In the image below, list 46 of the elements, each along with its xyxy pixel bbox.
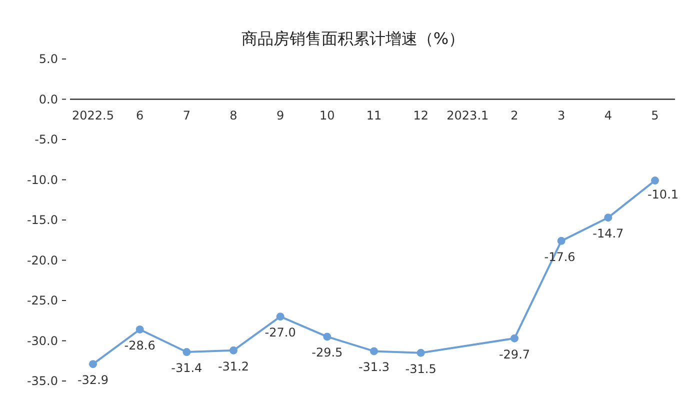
x-tick-label: 4 (604, 108, 612, 122)
point (604, 214, 612, 222)
point (651, 176, 659, 185)
x-tick-label: 2023.1 (446, 108, 489, 122)
x-tick-label: 11 (366, 108, 382, 122)
chart-title: 商品房销售面积累计增速（%） (241, 29, 465, 48)
data-label: -32.9 (77, 373, 109, 388)
data-label: -14.7 (592, 226, 624, 241)
x-tick-label: 2 (510, 108, 518, 122)
y-tick-label: -10.0 (26, 172, 58, 187)
x-tick-label: 2022.5 (72, 108, 114, 122)
data-label: -31.2 (218, 359, 250, 374)
data-label: -29.7 (498, 347, 530, 362)
y-tick-label: -35.0 (26, 374, 58, 388)
x-tick-label: 3 (558, 108, 566, 122)
data-label: -31.5 (405, 362, 436, 376)
x-tick-label: 9 (276, 108, 284, 122)
data-label: -27.0 (264, 326, 296, 340)
y-tick-label: 0.0 (38, 92, 58, 106)
point (416, 348, 425, 357)
y-tick-label: -20.0 (26, 253, 58, 268)
data-label: -28.6 (124, 338, 156, 352)
x-tick-label: 5 (651, 108, 659, 122)
point (230, 346, 238, 354)
y-tick-label: -15.0 (26, 213, 58, 227)
point (89, 360, 97, 368)
point (276, 312, 284, 321)
x-tick-label: 6 (136, 108, 144, 122)
point (370, 347, 378, 356)
data-label: -29.5 (312, 346, 343, 360)
y-tick-label: -30.0 (26, 334, 58, 348)
x-tick-label: 7 (182, 108, 190, 122)
point (557, 236, 566, 245)
x-tick-label: 12 (413, 108, 428, 122)
point (323, 332, 332, 341)
x-tick-label: 10 (320, 108, 335, 122)
data-label: -10.1 (647, 188, 679, 202)
x-tick-label: 8 (230, 108, 238, 122)
point (510, 334, 518, 342)
point (136, 325, 144, 334)
data-label: -31.4 (171, 361, 202, 376)
y-tick-label: -5.0 (34, 132, 58, 146)
data-label: -31.3 (358, 360, 390, 374)
y-tick-label: 5.0 (38, 52, 58, 66)
y-tick-label: -25.0 (26, 294, 58, 308)
point (182, 348, 191, 356)
